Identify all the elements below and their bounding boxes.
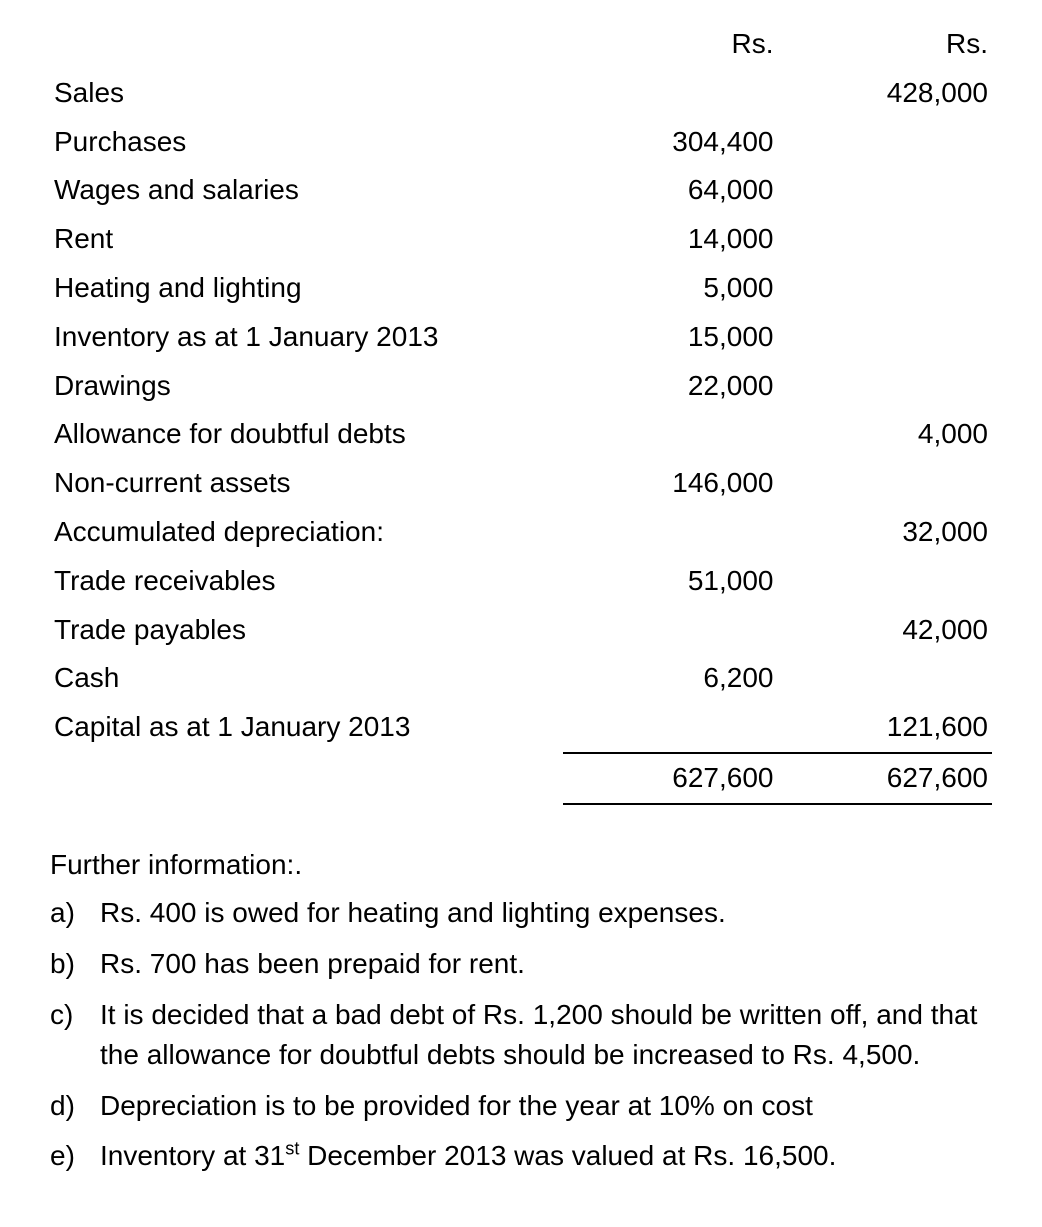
- totals-row: 627,600 627,600: [50, 753, 992, 804]
- note-item: d)Depreciation is to be provided for the…: [50, 1086, 992, 1127]
- note-letter: b): [50, 944, 100, 985]
- row-col1: [563, 703, 777, 753]
- row-col1: 51,000: [563, 557, 777, 606]
- table-row: Allowance for doubtful debts 4,000: [50, 410, 992, 459]
- row-label: Purchases: [50, 118, 563, 167]
- row-label: Trade payables: [50, 606, 563, 655]
- table-row: Inventory as at 1 January 201315,000: [50, 313, 992, 362]
- table-row: Purchases304,400: [50, 118, 992, 167]
- totals-col1: 627,600: [563, 753, 777, 804]
- row-col2: [778, 313, 993, 362]
- further-info: Further information:. a)Rs. 400 is owed …: [50, 845, 992, 1177]
- row-label: Rent: [50, 215, 563, 264]
- row-col2: 428,000: [778, 69, 993, 118]
- table-row: Wages and salaries64,000: [50, 166, 992, 215]
- row-col1: [563, 69, 777, 118]
- row-col2: 121,600: [778, 703, 993, 753]
- row-col2: [778, 557, 993, 606]
- notes-list: a)Rs. 400 is owed for heating and lighti…: [50, 893, 992, 1177]
- row-col1: [563, 508, 777, 557]
- row-col1: 15,000: [563, 313, 777, 362]
- row-col2: 32,000: [778, 508, 993, 557]
- row-label: Heating and lighting: [50, 264, 563, 313]
- note-text: Depreciation is to be provided for the y…: [100, 1086, 992, 1127]
- row-label: Capital as at 1 January 2013: [50, 703, 563, 753]
- table-row: Accumulated depreciation: 32,000: [50, 508, 992, 557]
- row-label: Allowance for doubtful debts: [50, 410, 563, 459]
- note-item: c)It is decided that a bad debt of Rs. 1…: [50, 995, 992, 1076]
- row-col2: 42,000: [778, 606, 993, 655]
- trial-balance-table: Rs. Rs. Sales428,000Purchases304,400Wage…: [50, 20, 992, 805]
- row-col1: 304,400: [563, 118, 777, 167]
- table-row: Trade payables 42,000: [50, 606, 992, 655]
- table-row: Rent14,000: [50, 215, 992, 264]
- header-col2: Rs.: [778, 20, 993, 69]
- row-col2: [778, 215, 993, 264]
- note-text: Rs. 700 has been prepaid for rent.: [100, 944, 992, 985]
- header-col1: Rs.: [563, 20, 777, 69]
- row-col1: 5,000: [563, 264, 777, 313]
- note-item: e)Inventory at 31st December 2013 was va…: [50, 1136, 992, 1177]
- row-label: Sales: [50, 69, 563, 118]
- note-text: Inventory at 31st December 2013 was valu…: [100, 1136, 992, 1177]
- row-label: Drawings: [50, 362, 563, 411]
- row-col1: 64,000: [563, 166, 777, 215]
- row-col1: 14,000: [563, 215, 777, 264]
- note-letter: c): [50, 995, 100, 1076]
- row-col2: [778, 459, 993, 508]
- table-row: Capital as at 1 January 2013 121,600: [50, 703, 992, 753]
- row-col1: 146,000: [563, 459, 777, 508]
- header-empty: [50, 20, 563, 69]
- table-row: Sales 428,000: [50, 69, 992, 118]
- row-label: Trade receivables: [50, 557, 563, 606]
- note-item: b)Rs. 700 has been prepaid for rent.: [50, 944, 992, 985]
- row-label: Cash: [50, 654, 563, 703]
- row-col2: 4,000: [778, 410, 993, 459]
- table-footer: 627,600 627,600: [50, 753, 992, 804]
- table-row: Drawings22,000: [50, 362, 992, 411]
- table-row: Heating and lighting5,000: [50, 264, 992, 313]
- note-text: It is decided that a bad debt of Rs. 1,2…: [100, 995, 992, 1076]
- row-col2: [778, 654, 993, 703]
- row-col2: [778, 166, 993, 215]
- table-row: Trade receivables51,000: [50, 557, 992, 606]
- row-col1: [563, 606, 777, 655]
- row-col1: 6,200: [563, 654, 777, 703]
- table-body: Rs. Rs. Sales428,000Purchases304,400Wage…: [50, 20, 992, 753]
- further-info-title: Further information:.: [50, 845, 992, 886]
- table-header-row: Rs. Rs.: [50, 20, 992, 69]
- totals-col2: 627,600: [778, 753, 993, 804]
- row-col1: [563, 410, 777, 459]
- row-label: Accumulated depreciation:: [50, 508, 563, 557]
- row-label: Wages and salaries: [50, 166, 563, 215]
- note-item: a)Rs. 400 is owed for heating and lighti…: [50, 893, 992, 934]
- note-letter: d): [50, 1086, 100, 1127]
- note-letter: a): [50, 893, 100, 934]
- totals-empty: [50, 753, 563, 804]
- page: Rs. Rs. Sales428,000Purchases304,400Wage…: [0, 0, 1042, 1227]
- note-letter: e): [50, 1136, 100, 1177]
- row-col2: [778, 264, 993, 313]
- table-row: Cash6,200: [50, 654, 992, 703]
- row-label: Inventory as at 1 January 2013: [50, 313, 563, 362]
- table-row: Non-current assets146,000: [50, 459, 992, 508]
- row-col1: 22,000: [563, 362, 777, 411]
- note-text: Rs. 400 is owed for heating and lighting…: [100, 893, 992, 934]
- row-label: Non-current assets: [50, 459, 563, 508]
- row-col2: [778, 362, 993, 411]
- row-col2: [778, 118, 993, 167]
